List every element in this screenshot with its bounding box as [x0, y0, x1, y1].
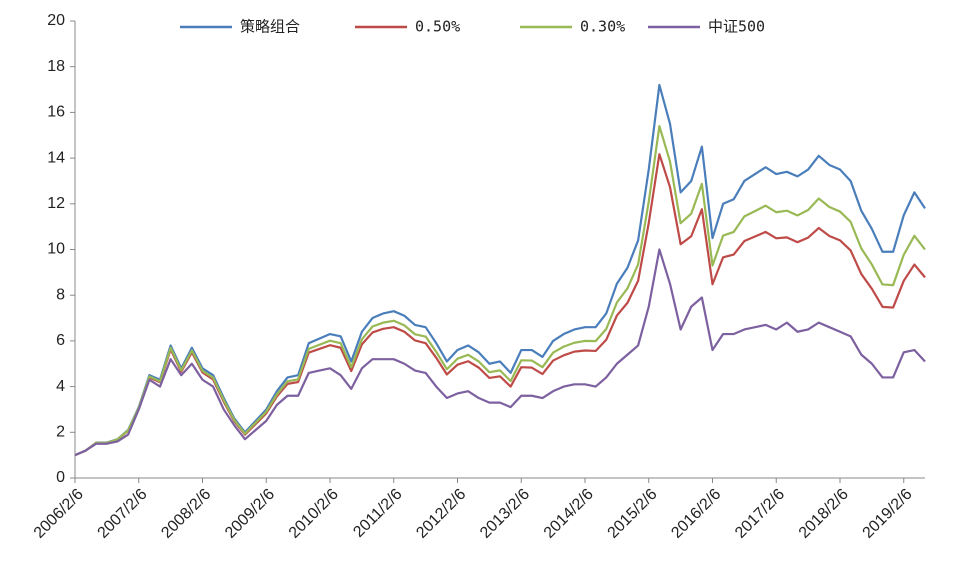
- series-line: [74, 248, 926, 457]
- x-tick-label: 2017/2/6: [732, 486, 788, 542]
- x-tick-label: 2014/2/6: [541, 486, 597, 542]
- x-tick-label: 2008/2/6: [158, 486, 214, 542]
- x-tick-label: 2018/2/6: [796, 486, 852, 542]
- y-tick-label: 4: [56, 378, 65, 395]
- series-line: [74, 83, 926, 457]
- legend-label: 0.50%: [415, 18, 460, 36]
- x-tick-label: 2015/2/6: [605, 486, 661, 542]
- y-tick-label: 6: [56, 332, 65, 349]
- series-line: [74, 125, 926, 457]
- x-tick-label: 2019/2/6: [860, 486, 916, 542]
- x-tick-label: 2013/2/6: [477, 486, 533, 542]
- y-tick-label: 14: [47, 149, 65, 166]
- y-tick-label: 18: [47, 58, 65, 75]
- x-tick-label: 2006/2/6: [31, 486, 87, 542]
- y-tick-label: 16: [47, 104, 65, 121]
- x-tick-label: 2012/2/6: [413, 486, 469, 542]
- y-tick-label: 2: [56, 424, 65, 441]
- y-tick-label: 12: [47, 195, 65, 212]
- x-tick-label: 2010/2/6: [286, 486, 342, 542]
- y-tick-label: 10: [47, 241, 65, 258]
- x-tick-label: 2011/2/6: [350, 486, 405, 541]
- series-line: [74, 153, 926, 457]
- y-tick-label: 0: [56, 469, 65, 486]
- y-tick-label: 8: [56, 286, 65, 303]
- x-tick-label: 2009/2/6: [222, 486, 278, 542]
- x-tick-label: 2016/2/6: [668, 486, 724, 542]
- y-tick-label: 20: [47, 12, 65, 29]
- legend-label: 0.30%: [580, 18, 625, 36]
- legend-label: 策略组合: [240, 18, 300, 36]
- x-tick-label: 2007/2/6: [95, 486, 151, 542]
- legend-label: 中证500: [708, 18, 765, 36]
